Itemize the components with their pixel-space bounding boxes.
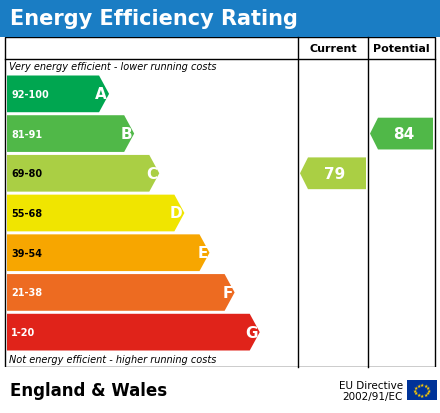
Polygon shape (7, 76, 109, 113)
Text: 81-91: 81-91 (11, 129, 42, 139)
Text: EU Directive: EU Directive (339, 380, 403, 390)
Text: Energy Efficiency Rating: Energy Efficiency Rating (10, 9, 298, 29)
Text: E: E (197, 246, 208, 261)
Text: ★: ★ (414, 390, 418, 395)
Text: 55-68: 55-68 (11, 209, 42, 218)
Bar (5, 38, 435, 367)
Text: ★: ★ (414, 385, 418, 390)
Text: ★: ★ (420, 382, 424, 387)
Text: G: G (245, 325, 258, 340)
Text: ★: ★ (423, 392, 428, 397)
Text: 21-38: 21-38 (11, 288, 42, 298)
Polygon shape (7, 314, 260, 351)
Text: ★: ★ (413, 387, 417, 392)
Text: ★: ★ (426, 390, 430, 395)
Text: Very energy efficient - lower running costs: Very energy efficient - lower running co… (9, 62, 216, 72)
Text: 69-80: 69-80 (11, 169, 42, 179)
Text: A: A (95, 87, 107, 102)
Text: F: F (222, 285, 233, 300)
Polygon shape (370, 119, 433, 150)
Text: 84: 84 (393, 127, 414, 142)
Text: Not energy efficient - higher running costs: Not energy efficient - higher running co… (9, 355, 216, 365)
Text: 1-20: 1-20 (11, 328, 35, 337)
Text: 79: 79 (324, 166, 346, 181)
Polygon shape (7, 235, 209, 271)
Text: D: D (170, 206, 183, 221)
Polygon shape (7, 156, 159, 192)
Text: ★: ★ (420, 393, 424, 398)
Text: Potential: Potential (373, 44, 430, 54)
Text: C: C (146, 166, 157, 181)
Text: ★: ★ (416, 383, 421, 388)
Polygon shape (7, 274, 235, 311)
Text: ★: ★ (427, 387, 431, 392)
Text: ★: ★ (423, 383, 428, 388)
Text: 39-54: 39-54 (11, 248, 42, 258)
Polygon shape (300, 158, 366, 190)
Polygon shape (7, 116, 134, 152)
Text: 2002/91/EC: 2002/91/EC (343, 391, 403, 401)
Bar (0, 0, 440, 38)
Bar (407, 380, 437, 400)
Text: Current: Current (309, 44, 357, 54)
Bar (0, 367, 440, 413)
Text: ★: ★ (416, 392, 421, 397)
Polygon shape (7, 195, 184, 232)
Text: ★: ★ (426, 385, 430, 390)
Text: England & Wales: England & Wales (10, 381, 167, 399)
Text: 92-100: 92-100 (11, 90, 49, 100)
Text: B: B (121, 127, 132, 142)
